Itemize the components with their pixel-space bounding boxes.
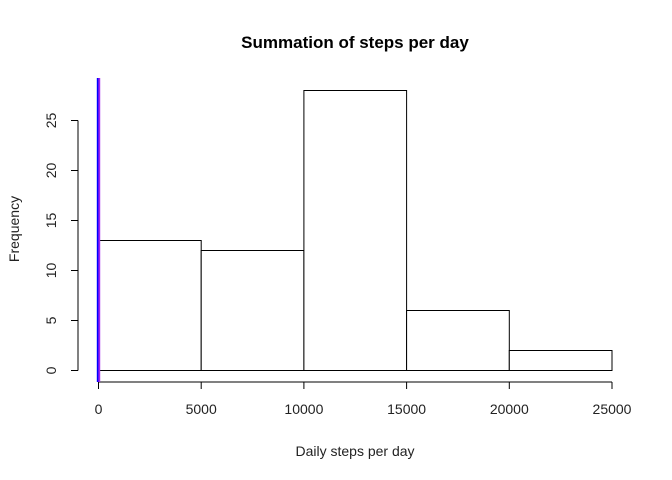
y-tick-label-1: 0 bbox=[43, 366, 59, 374]
histogram-bar-5 bbox=[508, 350, 613, 371]
histogram-bar-3 bbox=[303, 90, 408, 371]
plot-area: 0 5000 10000 15000 20000 25000 0 5 10 15 20 25 bbox=[43, 78, 632, 417]
x-tick-label-4: 15000 bbox=[387, 401, 426, 417]
histogram-bar-2 bbox=[200, 250, 305, 371]
x-tick-label-2: 5000 bbox=[186, 401, 217, 417]
histogram-bar-1 bbox=[98, 240, 202, 371]
chart-title: Summation of steps per day bbox=[241, 33, 469, 52]
histogram-bar-4 bbox=[406, 310, 510, 371]
x-tick-label-3: 10000 bbox=[284, 401, 323, 417]
y-tick-label-3: 10 bbox=[43, 263, 59, 279]
x-tick-label-1: 0 bbox=[95, 401, 103, 417]
y-tick-label-5: 20 bbox=[43, 163, 59, 179]
x-axis-label: Daily steps per day bbox=[295, 443, 414, 459]
x-tick-label-6: 25000 bbox=[593, 401, 632, 417]
y-axis-label: Frequency bbox=[6, 196, 22, 262]
y-tick-label-2: 5 bbox=[43, 316, 59, 324]
x-tick-label-5: 20000 bbox=[490, 401, 529, 417]
y-tick-label-6: 25 bbox=[43, 113, 59, 129]
y-tick-label-4: 15 bbox=[43, 213, 59, 229]
